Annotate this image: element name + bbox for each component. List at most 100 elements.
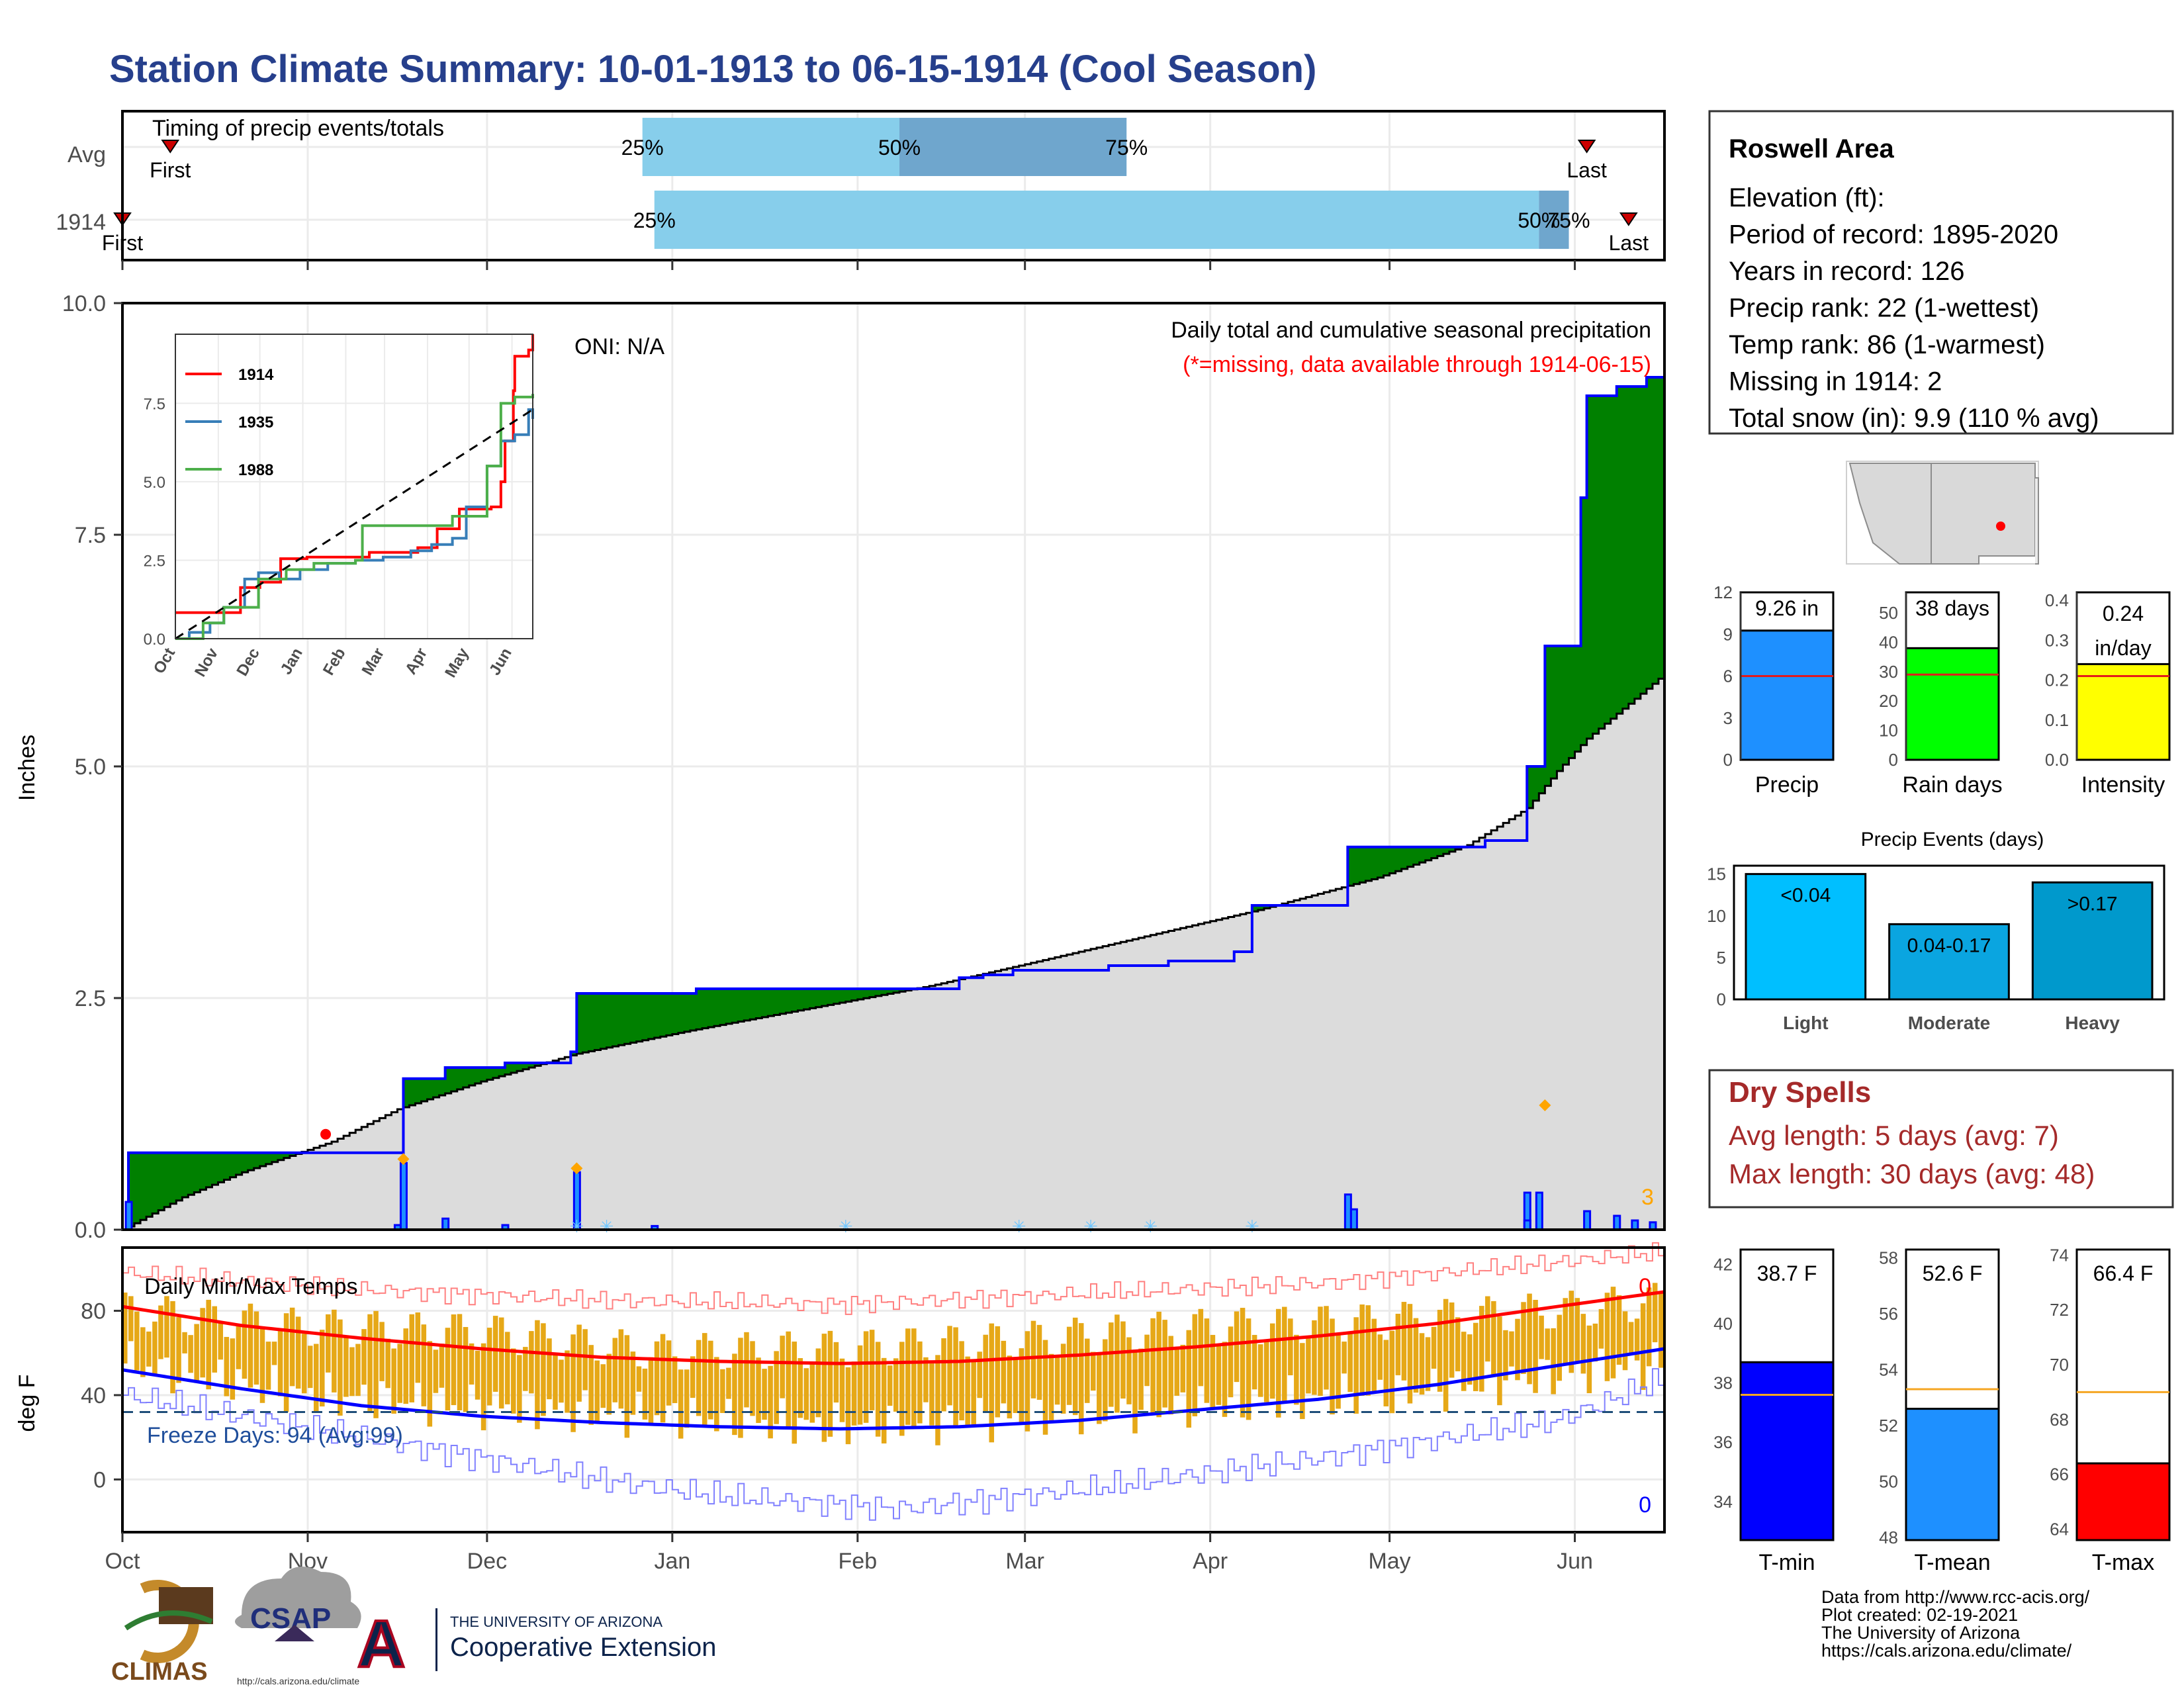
daily-temp-range-bar — [487, 1328, 492, 1405]
daily-temp-range-bar — [1414, 1318, 1419, 1393]
month-tick-label: Oct — [105, 1549, 140, 1574]
precip-diff-fill — [655, 993, 661, 1038]
events-bar-value-Heavy: >0.17 — [2068, 893, 2118, 915]
temp-bar-tick-label: 34 — [1713, 1492, 1733, 1512]
daily-temp-range-bar — [655, 1342, 660, 1415]
daily-temp-range-bar — [1193, 1314, 1198, 1416]
daily-temp-range-bar — [1294, 1335, 1299, 1405]
daily-temp-range-bar — [559, 1359, 564, 1402]
daily-temp-range-bar — [1318, 1306, 1323, 1396]
temp-bar-tick-label: 68 — [2050, 1410, 2069, 1430]
precip-diff-fill — [762, 989, 768, 1017]
daily-temp-range-bar — [1067, 1327, 1072, 1405]
daily-temp-range-bar — [600, 1364, 606, 1408]
month-tick-label: Jun — [1557, 1549, 1593, 1574]
daily-temp-range-bar — [475, 1351, 480, 1400]
events-tick-label: 10 — [1707, 906, 1726, 926]
daily-temp-range-bar — [1647, 1287, 1652, 1366]
summary-bar-tick-label: 0.4 — [2045, 590, 2069, 610]
precip-diff-fill — [607, 993, 614, 1048]
daily-temp-range-bar — [1563, 1298, 1568, 1365]
inset-legend-label-1914: 1914 — [238, 366, 274, 384]
daily-temp-range-bar — [690, 1356, 696, 1398]
daily-temp-range-bar — [553, 1355, 558, 1410]
daily-temp-range-bar — [1240, 1308, 1246, 1418]
daily-temp-range-bar — [1324, 1306, 1329, 1389]
daily-temp-range-bar — [1539, 1316, 1544, 1359]
daily-temp-range-bar — [140, 1327, 146, 1377]
daily-temp-range-bar — [152, 1322, 158, 1375]
precip-diff-fill — [146, 1153, 153, 1217]
precip-diff-fill — [1623, 387, 1629, 709]
precip-diff-fill — [822, 989, 829, 1006]
precip-diff-fill — [750, 989, 756, 1019]
daily-temp-range-bar — [672, 1356, 678, 1403]
precip-diff-fill — [613, 993, 619, 1046]
daily-temp-range-bar — [1497, 1316, 1502, 1405]
precip-diff-fill — [1575, 646, 1582, 752]
dry-spells-max: Max length: 30 days (avg: 48) — [1729, 1158, 2095, 1189]
daily-temp-range-bar — [822, 1334, 827, 1441]
daily-temp-range-bar — [1473, 1323, 1479, 1391]
daily-temp-range-bar — [1120, 1322, 1126, 1399]
daily-temp-range-bar — [708, 1341, 713, 1420]
timing-p25-label: 25% — [633, 208, 676, 232]
daily-temp-range-bar — [182, 1332, 187, 1353]
snow-icon: ✳ — [569, 1216, 584, 1236]
month-tick-label: May — [1368, 1549, 1410, 1574]
daily-temp-range-bar — [1300, 1343, 1305, 1419]
daily-temp-range-bar — [840, 1359, 845, 1422]
summary-bar-tick-label: 0.1 — [2045, 710, 2069, 730]
precip-diff-fill — [792, 989, 798, 1011]
daily-temp-range-bar — [433, 1349, 439, 1393]
daily-temp-range-bar — [619, 1329, 624, 1408]
timing-p50-label: 50% — [878, 136, 921, 160]
daily-temp-range-bar — [511, 1348, 516, 1413]
precip-diff-fill — [1353, 847, 1360, 884]
daily-temp-range-bar — [1659, 1293, 1664, 1368]
daily-temp-range-bar — [750, 1341, 755, 1416]
precip-diff-fill — [619, 993, 625, 1045]
daily-temp-range-bar — [678, 1369, 684, 1438]
inset-y-tick-label: 5.0 — [144, 474, 165, 492]
daily-temp-range-bar — [1187, 1330, 1192, 1428]
footer-line: Plot created: 02-19-2021 — [1821, 1605, 2018, 1625]
precip-diff-fill — [631, 993, 637, 1042]
record-high-count: 0 — [1639, 1274, 1651, 1299]
daily-temp-range-bar — [1180, 1345, 1185, 1393]
precip-diff-fill — [230, 1153, 237, 1177]
precip-panel: ✳✳✳✳✳✳✳ 0.02.55.07.510.0 Inches Daily to… — [15, 291, 1665, 1243]
ua-top-text: THE UNIVERSITY OF ARIZONA — [450, 1614, 662, 1630]
timing-last-label: Last — [1609, 231, 1649, 255]
daily-temp-range-bar — [810, 1364, 815, 1423]
daily-temp-range-bar — [565, 1350, 570, 1412]
daily-temp-range-bar — [290, 1308, 295, 1387]
temp-bar-tick-label: 74 — [2050, 1245, 2069, 1265]
daily-temp-range-bar — [834, 1342, 839, 1402]
daily-temp-range-bar — [403, 1328, 408, 1404]
precip-diff-fill — [834, 989, 841, 1004]
daily-temp-range-bar — [314, 1344, 319, 1412]
daily-temp-range-bar — [899, 1342, 905, 1436]
daily-temp-range-bar — [887, 1365, 893, 1406]
daily-temp-range-bar — [1545, 1328, 1550, 1359]
station-name: Roswell Area — [1729, 134, 1894, 163]
daily-temp-range-bar — [493, 1316, 498, 1392]
precip-diff-fill — [582, 993, 589, 1052]
precip-diff-fill — [594, 993, 601, 1050]
precip-diff-fill — [1402, 847, 1408, 869]
daily-precip-bar — [443, 1218, 449, 1230]
summary-bar-label-0: Precip — [1755, 772, 1819, 798]
daily-temp-range-bar — [254, 1311, 259, 1385]
daily-temp-range-bar — [1258, 1344, 1263, 1396]
summary-bar-0 — [1741, 631, 1833, 760]
daily-temp-range-bar — [696, 1340, 702, 1416]
footer-line: The University of Arizona — [1821, 1623, 2021, 1643]
summary-bar-tick-label: 0 — [1889, 750, 1898, 770]
precip-diff-fill — [457, 1068, 464, 1089]
precip-diff-fill — [218, 1153, 224, 1183]
daily-temp-range-bar — [547, 1338, 552, 1399]
daily-temp-range-bar — [1091, 1352, 1096, 1391]
precip-diff-fill — [768, 989, 774, 1016]
